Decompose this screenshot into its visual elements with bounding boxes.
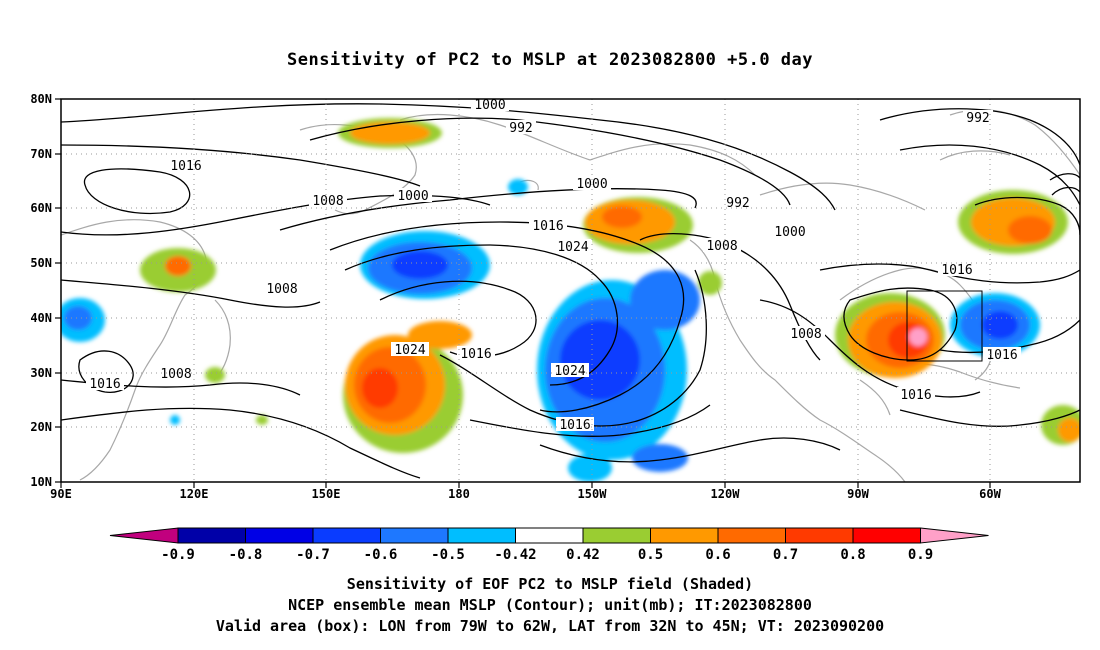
caption-line-2: NCEP ensemble mean MSLP (Contour); unit(… [288, 596, 812, 614]
colorbar-segment [312, 527, 381, 544]
svg-text:1008: 1008 [160, 367, 191, 382]
colorbar-tick-label: -0.6 [364, 547, 398, 563]
colorbar-tick-label: -0.8 [229, 547, 263, 563]
contour-label: 1024 [391, 342, 429, 358]
svg-text:1024: 1024 [557, 240, 588, 255]
contour-label: 1000 [771, 224, 809, 240]
svg-text:1016: 1016 [170, 159, 201, 174]
colorbar: -0.9 -0.8 -0.7 -0.6 -0.5 -0.42 0.42 0.5 0.6 0.7 0.… [109, 527, 989, 563]
lon-tick-label: 120E [180, 487, 209, 501]
lon-tick-label: 150W [578, 487, 608, 501]
contour-label: 1016 [897, 387, 935, 403]
map-plot-area: 1000 992 1016 1008 1000 1000 992 1016 1024 1008 10… [61, 98, 1080, 482]
contour-label: 1016 [86, 376, 124, 392]
contour-labels: 1000 992 1016 1008 1000 1000 992 1016 1024 1008 10… [86, 98, 1021, 433]
colorbar-segment [380, 527, 449, 544]
colorbar-tick-label: -0.7 [296, 547, 330, 563]
colorbar-segment [785, 527, 854, 544]
colorbar-tick-label: 0.42 [566, 547, 600, 563]
svg-text:1016: 1016 [460, 347, 491, 362]
caption: Sensitivity of EOF PC2 to MSLP field (Sh… [0, 574, 1100, 637]
colorbar-tick-label: -0.5 [431, 547, 465, 563]
contour-label: 1008 [157, 366, 195, 382]
contour-label: 1016 [556, 417, 594, 433]
map-frame [60, 98, 1081, 483]
svg-text:1016: 1016 [900, 388, 931, 403]
colorbar-tick-label: -0.9 [161, 547, 195, 563]
lat-tick-label: 20N [30, 420, 52, 434]
lon-tick-label: 90W [847, 487, 869, 501]
contour-label: 1008 [309, 193, 347, 209]
valid-area-box [906, 290, 983, 362]
contour-label: 1008 [263, 281, 301, 297]
svg-text:1024: 1024 [554, 364, 585, 379]
svg-text:1008: 1008 [266, 282, 297, 297]
svg-text:992: 992 [966, 111, 989, 126]
svg-text:1016: 1016 [986, 348, 1017, 363]
svg-text:992: 992 [726, 196, 749, 211]
contour-label: 1016 [983, 347, 1021, 363]
contour-label: 992 [723, 195, 753, 211]
contour-label: 1016 [457, 346, 495, 362]
lat-tick-label: 50N [30, 256, 52, 270]
svg-text:1008: 1008 [706, 239, 737, 254]
svg-text:1000: 1000 [474, 98, 505, 113]
svg-text:1016: 1016 [941, 263, 972, 278]
sensitivity-shading [61, 118, 1080, 482]
lat-tick-label: 40N [30, 311, 52, 325]
colorbar-segment [650, 527, 719, 544]
svg-text:1008: 1008 [790, 327, 821, 342]
colorbar-segment [447, 527, 516, 544]
lon-tick-label: 90E [50, 487, 72, 501]
contour-label: 1016 [938, 262, 976, 278]
lat-tick-label: 30N [30, 366, 52, 380]
latitude-axis: 80N 70N 60N 50N 40N 30N 20N 10N [30, 92, 61, 489]
svg-text:1016: 1016 [89, 377, 120, 392]
contour-label: 1016 [167, 158, 205, 174]
colorbar-segment [515, 527, 584, 544]
lat-tick-label: 80N [30, 92, 52, 106]
contour-label: 992 [506, 120, 536, 136]
contour-label: 1008 [703, 238, 741, 254]
lat-tick-label: 10N [30, 475, 52, 489]
lon-tick-label: 60W [979, 487, 1001, 501]
colorbar-segment [582, 527, 651, 544]
svg-text:992: 992 [509, 121, 532, 136]
svg-text:1008: 1008 [312, 194, 343, 209]
svg-text:1024: 1024 [394, 343, 425, 358]
contour-label: 992 [963, 110, 993, 126]
colorbar-segment [245, 527, 314, 544]
contour-label: 1024 [551, 363, 589, 379]
colorbar-tick-label: -0.42 [494, 547, 536, 563]
contour-label: 1016 [529, 218, 567, 234]
colorbar-segment [717, 527, 786, 544]
colorbar-tick-label: 0.7 [773, 547, 798, 563]
contour-label: 1000 [471, 98, 509, 113]
colorbar-tick-label: 0.5 [638, 547, 663, 563]
contour-label: 1008 [787, 326, 825, 342]
colorbar-tick-label: 0.6 [705, 547, 730, 563]
lon-tick-label: 150E [312, 487, 341, 501]
contour-label: 1000 [394, 188, 432, 204]
lat-tick-label: 60N [30, 201, 52, 215]
lat-tick-label: 70N [30, 147, 52, 161]
colorbar-segment [852, 527, 921, 544]
colorbar-left-arrow [109, 527, 179, 544]
caption-line-1: Sensitivity of EOF PC2 to MSLP field (Sh… [346, 575, 754, 593]
colorbar-segment [177, 527, 246, 544]
svg-text:1016: 1016 [559, 418, 590, 433]
lon-tick-label: 120W [711, 487, 741, 501]
lon-tick-label: 180 [448, 487, 470, 501]
svg-text:1016: 1016 [532, 219, 563, 234]
svg-text:1000: 1000 [774, 225, 805, 240]
colorbar-right-arrow [920, 527, 989, 544]
caption-line-3: Valid area (box): LON from 79W to 62W, L… [215, 617, 885, 635]
colorbar-tick-label: 0.9 [908, 547, 933, 563]
contour-label: 1024 [554, 239, 592, 255]
colorbar-tick-label: 0.8 [840, 547, 865, 563]
longitude-axis: 90E 120E 150E 180 150W 120W 90W 60W [50, 482, 1002, 501]
svg-text:1000: 1000 [397, 189, 428, 204]
chart-title: Sensitivity of PC2 to MSLP at 2023082800… [286, 50, 813, 70]
